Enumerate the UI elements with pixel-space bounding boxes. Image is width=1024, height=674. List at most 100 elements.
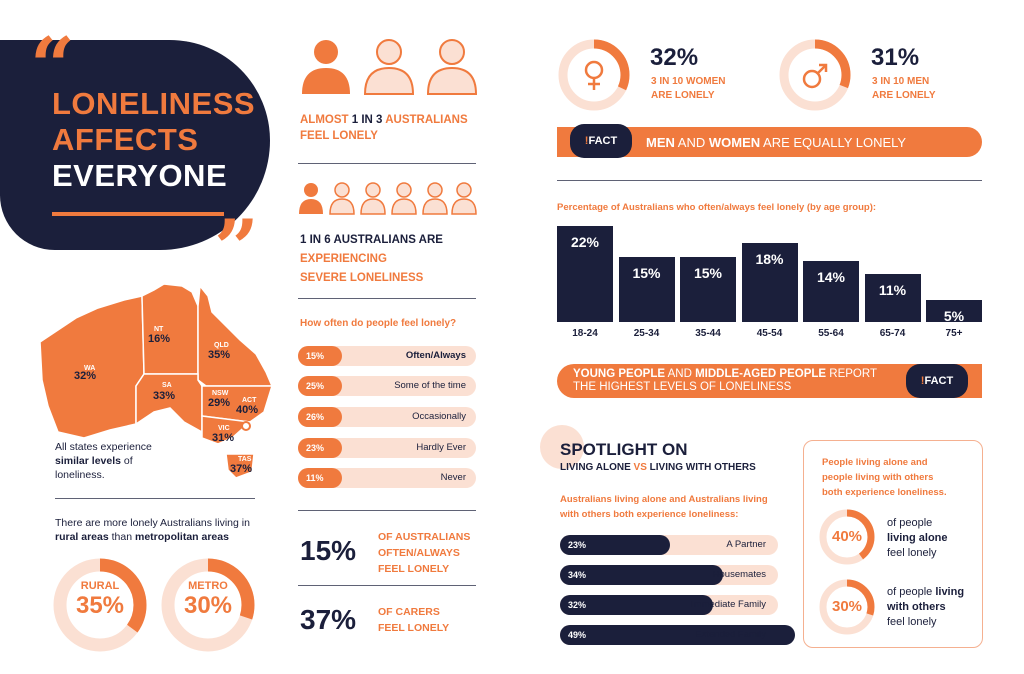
fact2-b: AND [665, 368, 696, 380]
frequency-question: How often do people feel lonely? [300, 318, 457, 329]
chart-category-label: 18-24 [572, 328, 598, 339]
map-region-qld [197, 284, 274, 387]
rural-intro-c: than [108, 531, 135, 543]
others-value: 30% [831, 598, 863, 615]
stat2-a: 1 IN 6 AUSTRALIANS ARE [300, 234, 443, 246]
others-a: of people [887, 586, 936, 598]
fact-badge: !FACT [906, 364, 968, 398]
divider [55, 498, 255, 499]
state-code-nt: NT [154, 326, 164, 333]
person-icon-outline [391, 182, 417, 215]
chart-bar: 22% [557, 226, 613, 322]
alone-caption: of people living alone feel lonely [887, 516, 948, 561]
box-line3: both experience loneliness. [822, 487, 947, 498]
living-pct-pill: 23% [560, 535, 670, 555]
chart-category-label: 45-54 [756, 328, 783, 339]
open-quote-icon: “ [30, 21, 75, 112]
living-row: 34% Housemates [560, 565, 778, 585]
women-donut-fill [558, 39, 630, 111]
metro-label: METRO [188, 580, 228, 592]
chart-category-label: 55-64 [818, 328, 844, 339]
exclamation-icon: ! [920, 375, 925, 387]
box-line1: People living alone and [822, 457, 928, 468]
state-code-tas: TAS [238, 456, 252, 463]
stat-one-in-six: 1 IN 6 AUSTRALIANS ARE EXPERIENCING SEVE… [300, 231, 443, 288]
others-donut-fill [819, 579, 875, 635]
men-value: 31% [871, 44, 920, 71]
state-code-sa: SA [162, 382, 172, 389]
metro-donut [161, 558, 255, 652]
rural-donut-fill [53, 558, 147, 652]
person-icon-filled [302, 40, 350, 94]
living-row: 23% A Partner [560, 535, 778, 555]
box-line2: people living with others [822, 472, 934, 483]
chart-category-label: 75+ [945, 328, 963, 339]
spotlight-intro-2: with others both experience loneliness: [560, 509, 739, 520]
frequency-label: Never [440, 472, 466, 483]
one-in-six-person-icons [299, 182, 477, 215]
chart-bar: 18% [741, 243, 798, 322]
alone-c: feel lonely [887, 547, 937, 559]
fact2-e: THE HIGHEST LEVELS OF LONELINESS [573, 381, 792, 393]
state-pct-nt: 16% [148, 333, 171, 345]
state-pct-tas: 37% [230, 463, 253, 475]
living-row: 49% Extended Family [560, 625, 795, 645]
living-label: Extended Family [695, 629, 766, 640]
chart-data-label: 11% [878, 282, 907, 298]
person-icon-outline [451, 182, 477, 215]
alone-b: living alone [887, 532, 948, 544]
frequency-row: 15% Often/Always [298, 346, 476, 366]
chart-data-label: 22% [570, 234, 600, 250]
fact-age-text: YOUNG PEOPLE AND MIDDLE-AGED PEOPLE REPO… [573, 368, 877, 394]
men-donut [779, 39, 851, 111]
stat-often-line2: OFTEN/ALWAYS [378, 547, 460, 559]
metro-donut-fill [161, 558, 255, 652]
map-region-vic [201, 415, 252, 445]
stat-carers-value: 37% [300, 604, 357, 635]
men-caption: 3 IN 10 MEN ARE LONELY [872, 75, 936, 103]
rural-intro-a: There are more lonely Australians living… [55, 517, 250, 529]
chart-data-label: 15% [693, 265, 723, 281]
chart-bar: 5% [926, 300, 982, 324]
rural-value: 35% [75, 592, 125, 619]
others-caption: of people living with others feel lonely [887, 585, 964, 630]
title-line-1: LONELINESS [52, 86, 256, 121]
fact2-a: YOUNG PEOPLE [573, 368, 666, 380]
spotlight-sub-c: LIVING WITH OTHERS [649, 462, 756, 473]
stat-often-always-value: 15% [300, 535, 357, 566]
fact-equal-text: MEN AND WOMEN ARE EQUALLY LONELY [646, 135, 906, 150]
fact-badge-text: FACT [588, 135, 618, 147]
map-act-marker [241, 421, 251, 431]
frequency-pct-pill: 11% [298, 468, 342, 488]
map-note-text-d: loneliness. [55, 469, 105, 481]
frequency-label: Hardly Ever [416, 442, 466, 453]
divider [298, 298, 476, 299]
alone-value: 40% [831, 528, 863, 545]
men-line2: ARE LONELY [872, 90, 936, 101]
stat1-b: 1 IN 3 [351, 114, 383, 126]
fact1-a: MEN [646, 135, 675, 150]
living-label: Immediate Family [691, 599, 766, 610]
state-code-qld: QLD [214, 342, 229, 349]
age-bar-chart: 22% 18-24 15% 25-34 15% 35-44 18% 45-54 14% 55-64… [557, 226, 982, 346]
title-underline [52, 212, 224, 216]
state-pct-act: 40% [236, 404, 259, 416]
person-icon-outline [329, 182, 355, 215]
spotlight-intro-1: Australians living alone and Australians… [560, 494, 768, 505]
frequency-row: 11% Never [298, 468, 476, 488]
map-note-text-c: of [120, 455, 133, 467]
women-value: 32% [650, 44, 699, 71]
chart-bar: 14% [803, 261, 859, 322]
others-b: living [935, 586, 965, 598]
stat2-b: EXPERIENCING [300, 253, 387, 265]
fact1-b: AND [674, 135, 709, 150]
living-pct-pill: 32% [560, 595, 713, 615]
spotlight-subtitle: LIVING ALONE VS LIVING WITH OTHERS [560, 462, 756, 473]
women-line1: 3 IN 10 WOMEN [651, 76, 726, 87]
spotlight-title: SPOTLIGHT ON [560, 440, 688, 459]
stat-often-line1: OF AUSTRALIANS [378, 531, 471, 543]
person-icon-outline [360, 182, 386, 215]
close-quote-icon: ” [214, 203, 259, 294]
fact2-c: MIDDLE-AGED PEOPLE [695, 368, 827, 380]
divider [298, 510, 476, 511]
